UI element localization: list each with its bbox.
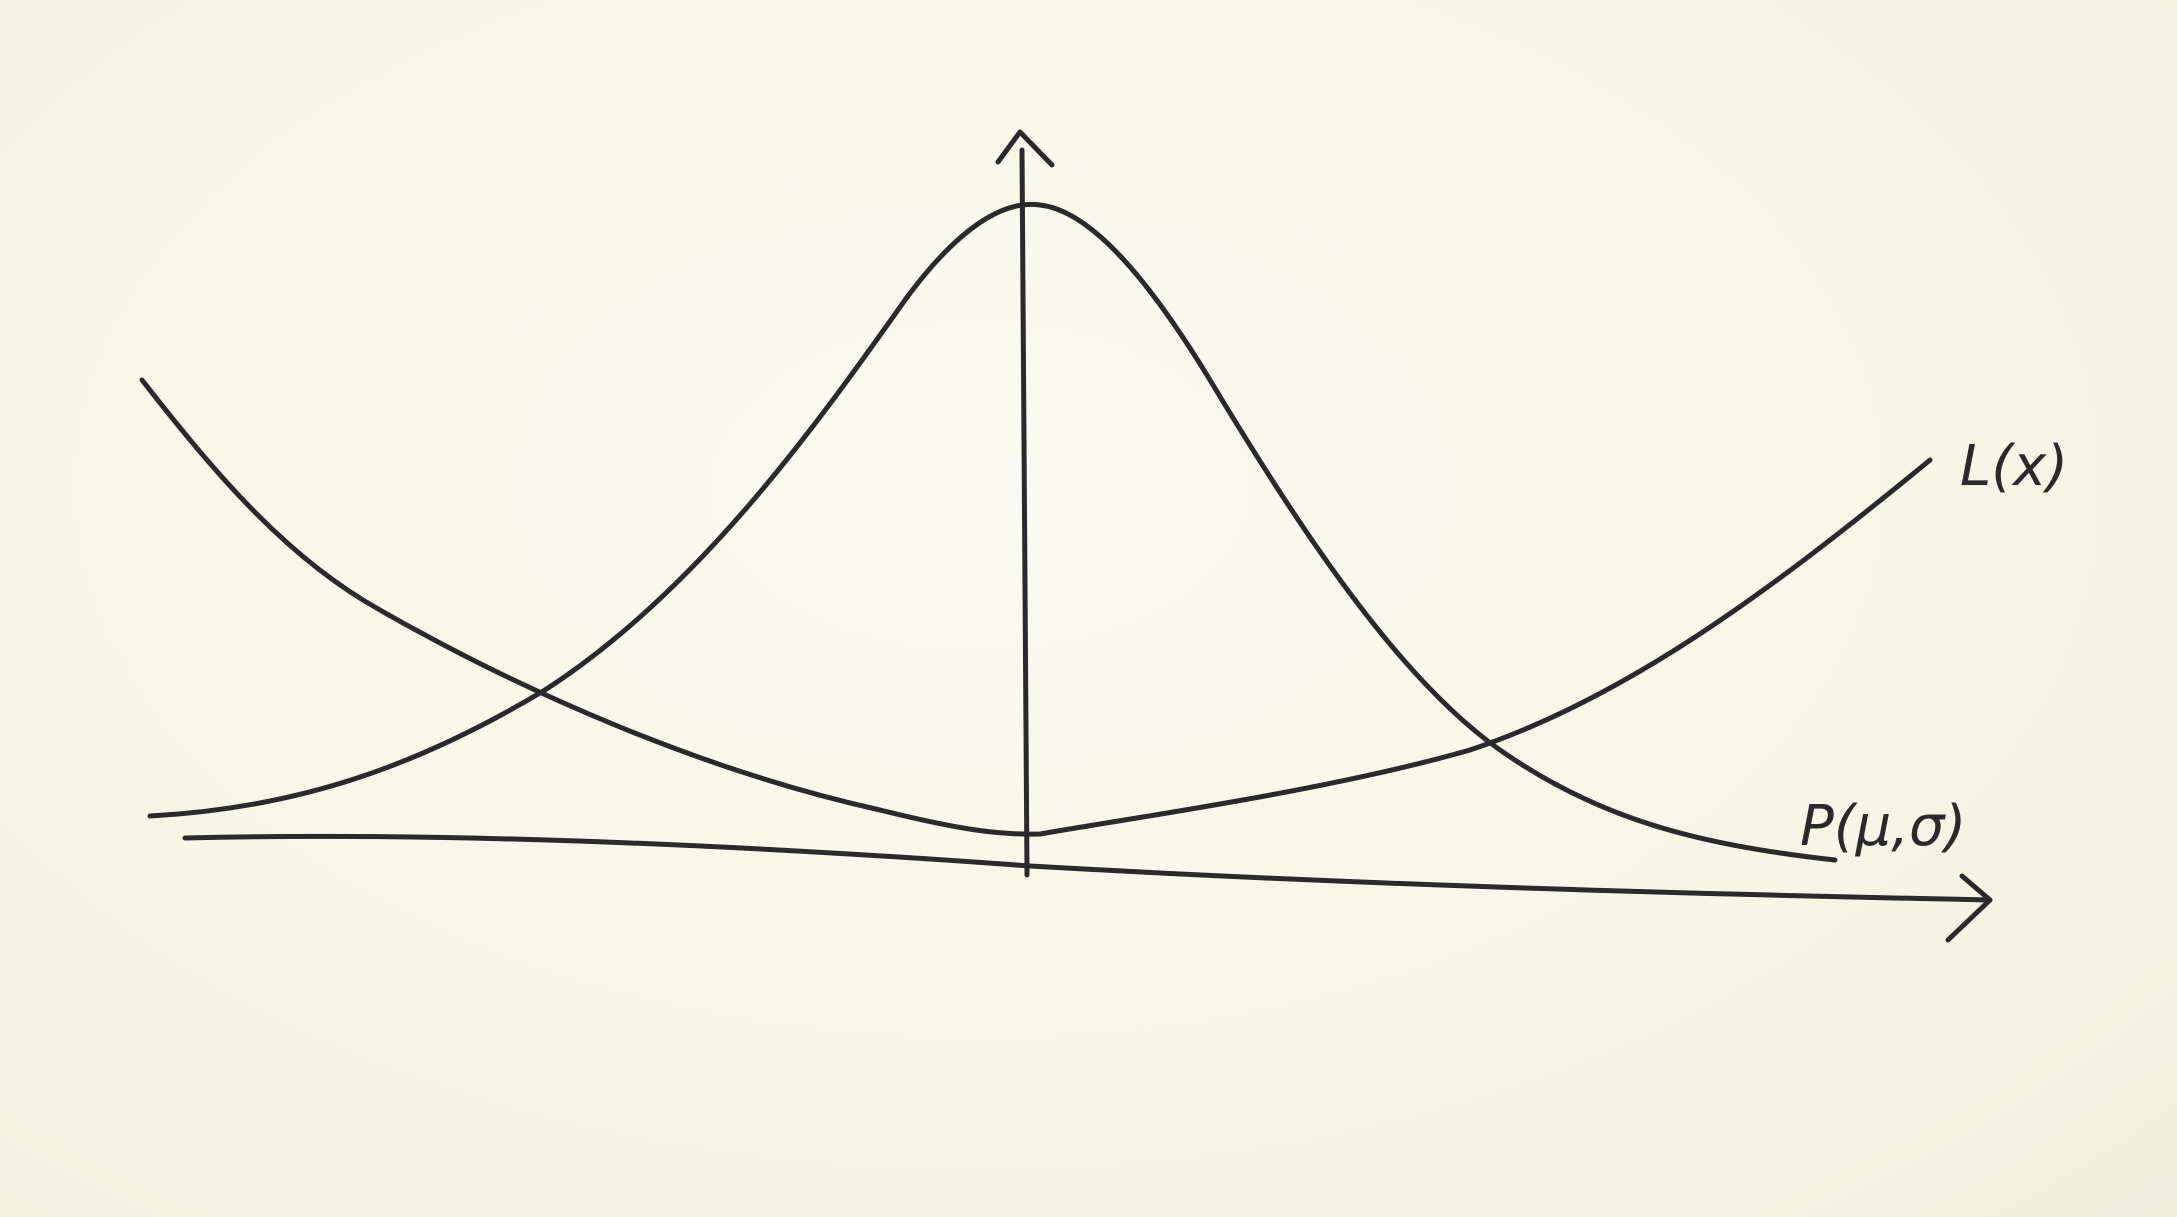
- loss-curve-label: L(x): [1960, 434, 2068, 499]
- x-axis-arrowhead: [1945, 873, 1993, 943]
- distribution-curve: [147, 201, 1838, 863]
- distribution-curve-label: P(μ,σ): [1800, 794, 1966, 859]
- loss-curve: [139, 377, 1933, 837]
- x-axis: [182, 833, 1993, 903]
- y-axis: [1019, 147, 1030, 878]
- y-axis-arrowhead: [995, 129, 1055, 168]
